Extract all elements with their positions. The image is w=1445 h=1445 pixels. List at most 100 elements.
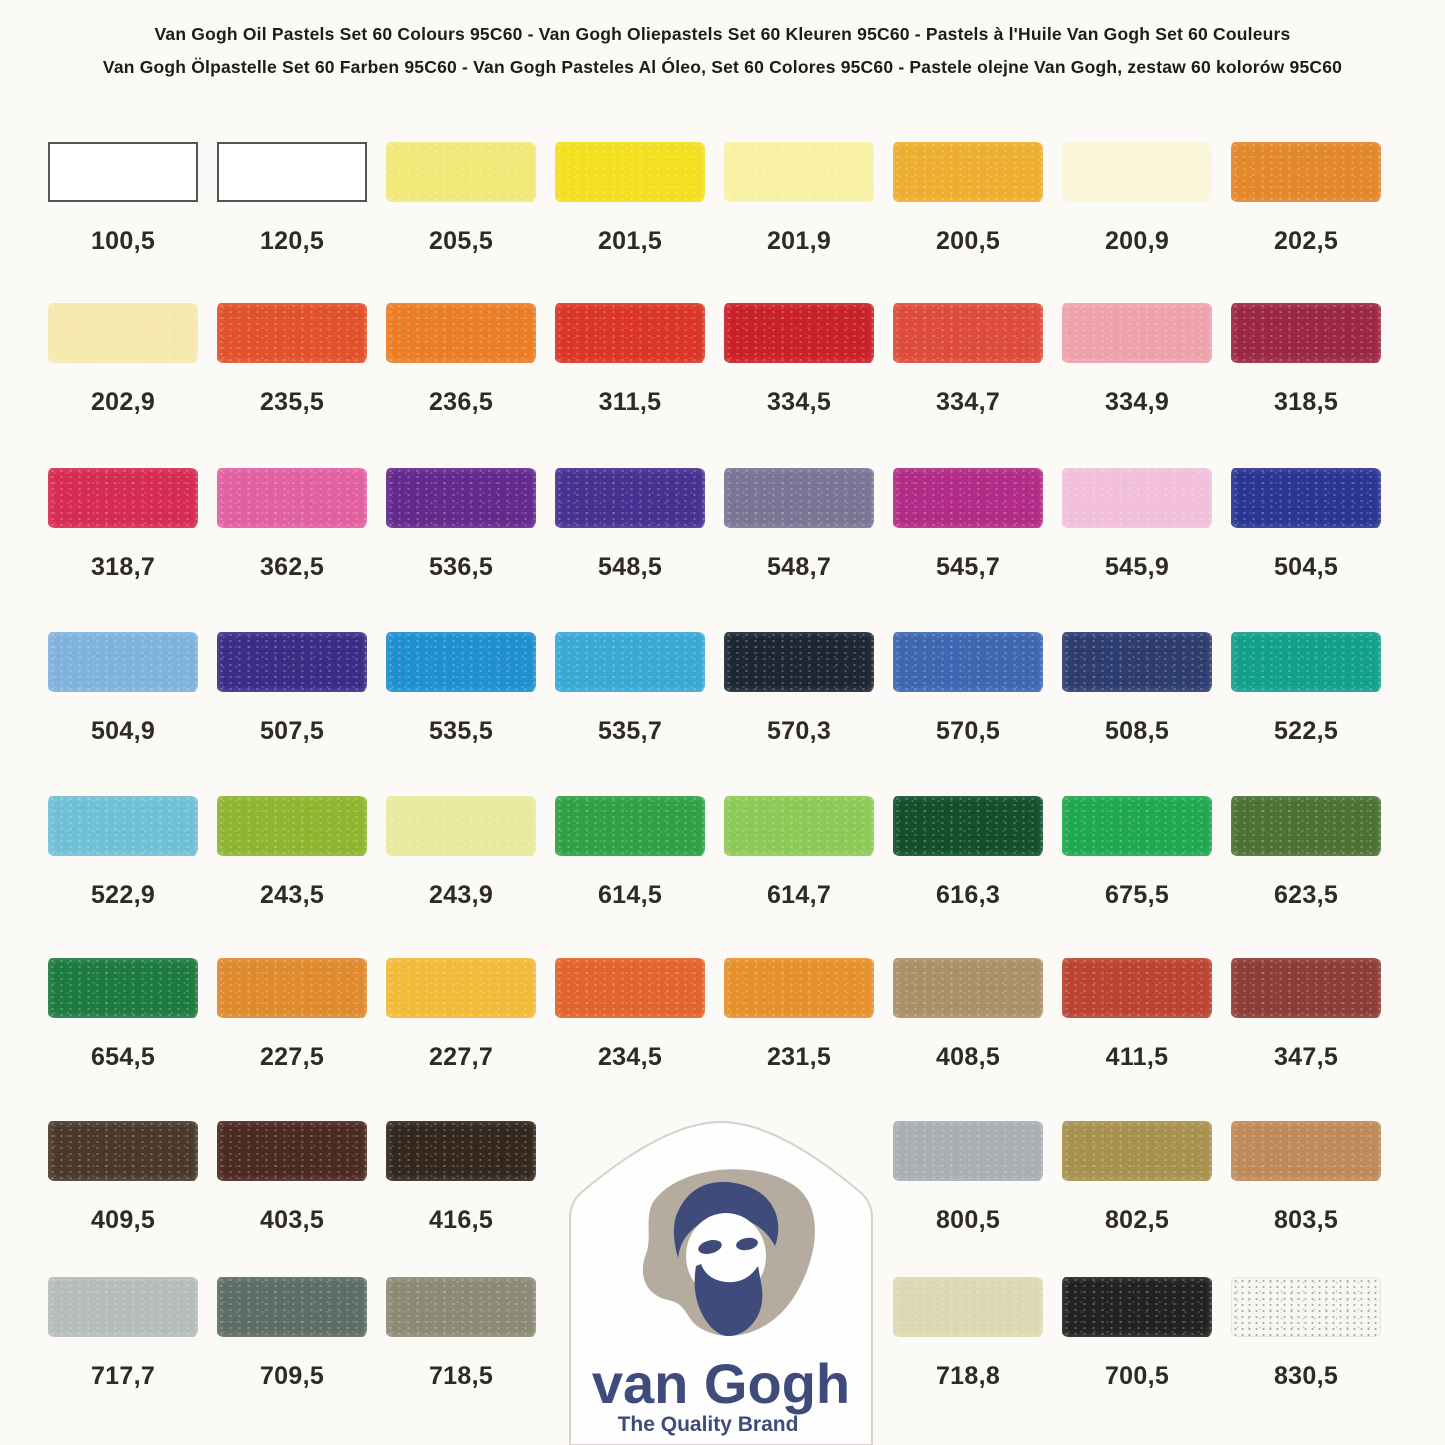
swatch-202-5 [1231, 142, 1381, 202]
swatch-code-label: 202,5 [1273, 227, 1339, 255]
swatch-row: 409,5 403,5 416,5 800,5 802,5 803,5 [0, 1121, 1445, 1251]
swatch-570-5 [893, 632, 1043, 692]
swatch-code-label: 709,5 [259, 1362, 325, 1390]
swatch-718-5 [386, 1277, 536, 1337]
swatch-code-label: 403,5 [259, 1206, 325, 1234]
swatch-717-7 [48, 1277, 198, 1337]
swatch-718-8 [893, 1277, 1043, 1337]
swatch-code-label: 234,5 [597, 1043, 663, 1071]
swatch-code-label: 504,9 [90, 717, 156, 745]
swatch-code-label: 718,5 [428, 1362, 494, 1390]
brand-tagline: The Quality Brand [618, 1413, 799, 1436]
swatch-code-label: 318,5 [1273, 388, 1339, 416]
swatch-code-label: 334,9 [1104, 388, 1170, 416]
van-gogh-portrait [642, 1169, 815, 1337]
swatch-code-label: 411,5 [1105, 1043, 1169, 1071]
swatch-code-label: 200,5 [935, 227, 1001, 255]
swatch-227-5 [217, 958, 367, 1018]
swatch-614-7 [724, 796, 874, 856]
swatch-code-label: 800,5 [935, 1206, 1001, 1234]
swatch-802-5 [1062, 1121, 1212, 1181]
swatch-code-label: 614,7 [766, 881, 832, 909]
swatch-548-5 [555, 468, 705, 528]
swatch-code-label: 535,7 [597, 717, 663, 745]
swatch-318-5 [1231, 303, 1381, 363]
swatch-236-5 [386, 303, 536, 363]
swatch-code-label: 718,8 [935, 1362, 1001, 1390]
swatch-code-label: 522,5 [1273, 717, 1339, 745]
swatch-409-5 [48, 1121, 198, 1181]
swatch-code-label: 334,7 [935, 388, 1001, 416]
swatch-code-label: 535,5 [428, 717, 494, 745]
swatch-code-label: 504,5 [1273, 553, 1339, 581]
swatch-243-9 [386, 796, 536, 856]
swatch-code-label: 243,5 [259, 881, 325, 909]
swatch-535-7 [555, 632, 705, 692]
swatch-614-5 [555, 796, 705, 856]
swatch-362-5 [217, 468, 367, 528]
swatch-code-label: 522,9 [90, 881, 156, 909]
title-line-1: Van Gogh Oil Pastels Set 60 Colours 95C6… [154, 24, 1291, 44]
swatch-code-label: 545,7 [935, 553, 1001, 581]
title-line-2: Van Gogh Ölpastelle Set 60 Farben 95C60 … [102, 57, 1343, 77]
swatch-row: 504,9 507,5 535,5 535,7 570,3 570,5 508,5 522,5 [0, 632, 1445, 762]
swatch-522-5 [1231, 632, 1381, 692]
swatch-200-9 [1062, 142, 1212, 202]
swatch-334-5 [724, 303, 874, 363]
swatch-201-5 [555, 142, 705, 202]
swatch-code-label: 508,5 [1104, 717, 1170, 745]
swatch-code-label: 227,5 [259, 1043, 325, 1071]
swatch-120-5 [217, 142, 367, 202]
swatch-code-label: 623,5 [1273, 881, 1339, 909]
swatch-code-label: 227,7 [428, 1043, 494, 1071]
swatch-545-7 [893, 468, 1043, 528]
swatch-504-9 [48, 632, 198, 692]
swatch-700-5 [1062, 1277, 1212, 1337]
swatch-code-label: 311,5 [598, 388, 662, 416]
swatch-100-5 [48, 142, 198, 202]
swatch-code-label: 409,5 [90, 1206, 156, 1234]
swatch-code-label: 570,3 [766, 717, 832, 745]
swatch-code-label: 507,5 [259, 717, 325, 745]
swatch-800-5 [893, 1121, 1043, 1181]
swatch-416-5 [386, 1121, 536, 1181]
swatch-code-label: 614,5 [597, 881, 663, 909]
swatch-536-5 [386, 468, 536, 528]
swatch-235-5 [217, 303, 367, 363]
swatch-535-5 [386, 632, 536, 692]
swatch-code-label: 675,5 [1104, 881, 1170, 909]
swatch-row: 100,5 120,5 205,5 201,5 201,9 200,5 200,9 202,5 [0, 142, 1445, 272]
swatch-code-label: 231,5 [766, 1043, 832, 1071]
swatch-347-5 [1231, 958, 1381, 1018]
swatch-code-label: 616,3 [935, 881, 1001, 909]
swatch-code-label: 700,5 [1104, 1362, 1170, 1390]
swatch-334-9 [1062, 303, 1212, 363]
swatch-code-label: 205,5 [428, 227, 494, 255]
swatch-545-9 [1062, 468, 1212, 528]
swatch-403-5 [217, 1121, 367, 1181]
swatch-830-5 [1231, 1277, 1381, 1337]
swatch-code-label: 545,9 [1104, 553, 1170, 581]
swatch-code-label: 200,9 [1104, 227, 1170, 255]
swatch-201-9 [724, 142, 874, 202]
swatch-row: 654,5 227,5 227,7 234,5 231,5 408,5 411,5 347,5 [0, 958, 1445, 1088]
swatch-code-label: 654,5 [90, 1043, 156, 1071]
swatch-code-label: 318,7 [90, 553, 156, 581]
van-gogh-logo: van Gogh The Quality Brand [560, 1116, 882, 1445]
swatch-code-label: 334,5 [766, 388, 832, 416]
swatch-334-7 [893, 303, 1043, 363]
swatch-code-label: 201,5 [597, 227, 663, 255]
brand-name: van Gogh [592, 1352, 850, 1415]
swatch-row: 717,7 709,5 718,5 718,8 700,5 830,5 [0, 1277, 1445, 1407]
swatch-311-5 [555, 303, 705, 363]
swatch-row: 522,9 243,5 243,9 614,5 614,7 616,3 675,5 623,5 [0, 796, 1445, 926]
swatch-202-9 [48, 303, 198, 363]
swatch-code-label: 717,7 [90, 1362, 156, 1390]
swatch-709-5 [217, 1277, 367, 1337]
swatch-616-3 [893, 796, 1043, 856]
swatch-507-5 [217, 632, 367, 692]
swatch-code-label: 243,9 [428, 881, 494, 909]
swatch-318-7 [48, 468, 198, 528]
swatch-code-label: 235,5 [259, 388, 325, 416]
